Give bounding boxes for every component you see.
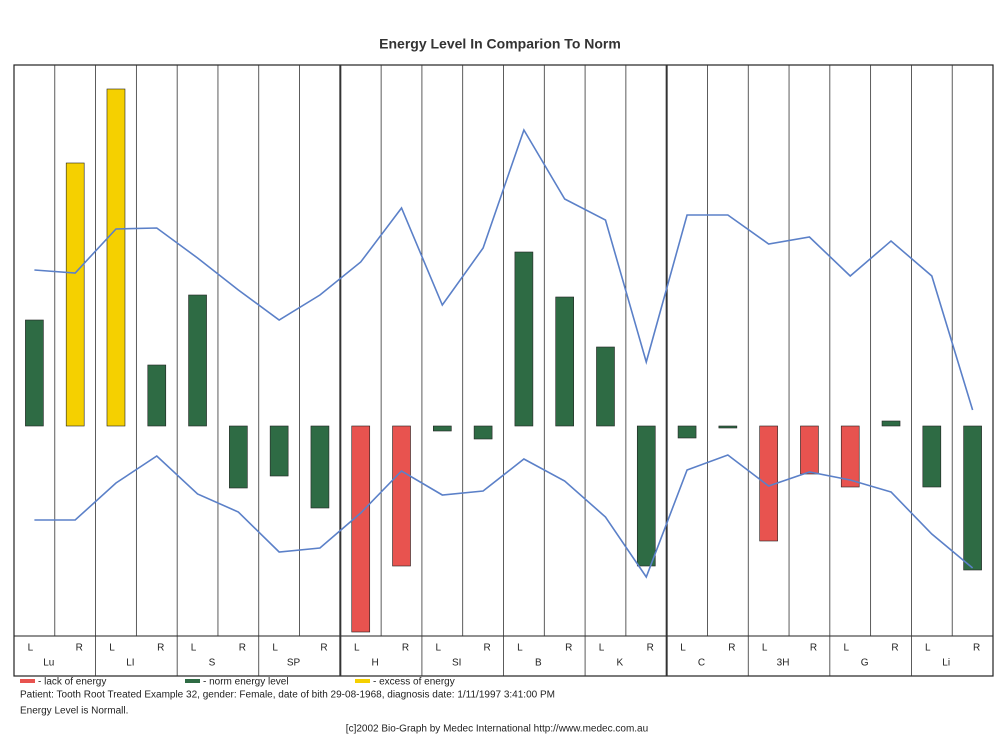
x-tick-label: L xyxy=(436,643,442,654)
group-label: K xyxy=(617,658,624,669)
legend-label: - lack of energy xyxy=(38,677,106,688)
x-tick-label: R xyxy=(320,643,327,654)
group-label: SI xyxy=(452,658,461,669)
x-tick-label: R xyxy=(157,643,164,654)
group-label: Li xyxy=(942,658,950,669)
x-tick-label: R xyxy=(483,643,490,654)
bar xyxy=(25,319,44,427)
bar xyxy=(188,294,207,427)
x-tick-label: R xyxy=(973,643,980,654)
bar xyxy=(229,425,248,489)
bar xyxy=(718,425,738,429)
group-label: S xyxy=(209,658,216,669)
bar xyxy=(310,425,330,509)
x-tick-label: R xyxy=(565,643,572,654)
x-tick-label: R xyxy=(402,643,409,654)
bar xyxy=(881,420,901,427)
legend-label: - excess of energy xyxy=(373,677,455,688)
group-label: B xyxy=(535,658,542,669)
energy-line xyxy=(34,128,974,411)
group-label: G xyxy=(861,658,869,669)
x-tick-label: L xyxy=(599,643,605,654)
bar xyxy=(106,88,126,427)
x-tick-label: L xyxy=(762,643,768,654)
footer: [c]2002 Bio-Graph by Medec International… xyxy=(346,724,648,735)
x-tick-label: L xyxy=(843,643,849,654)
bar xyxy=(677,425,697,439)
bar xyxy=(596,346,615,427)
group-label: 3H xyxy=(777,658,790,669)
x-tick-label: R xyxy=(647,643,654,654)
x-tick-label: L xyxy=(109,643,115,654)
group-label: SP xyxy=(287,658,301,669)
bar xyxy=(473,425,493,440)
x-tick-label: L xyxy=(680,643,686,654)
group-label: Lu xyxy=(43,658,54,669)
x-tick-label: R xyxy=(728,643,735,654)
bar xyxy=(514,251,534,427)
bar xyxy=(922,425,942,488)
bar xyxy=(840,425,860,488)
x-tick-label: L xyxy=(354,643,360,654)
bar xyxy=(147,364,167,427)
chart-title: Energy Level In Comparion To Norm xyxy=(379,36,621,52)
x-tick-label: R xyxy=(76,643,83,654)
legend-swatch xyxy=(185,679,200,683)
bar xyxy=(433,425,452,432)
bar xyxy=(636,425,656,567)
legend-swatch xyxy=(20,679,35,683)
group-label: C xyxy=(698,658,705,669)
group-label: H xyxy=(372,658,379,669)
bar xyxy=(65,162,85,427)
energy-line xyxy=(34,454,974,579)
x-tick-label: R xyxy=(239,643,246,654)
bar xyxy=(351,425,371,633)
summary: Energy Level is Normall. xyxy=(20,706,128,717)
x-tick-label: L xyxy=(191,643,197,654)
bar xyxy=(392,425,411,567)
x-tick-label: L xyxy=(28,643,34,654)
x-tick-label: L xyxy=(517,643,523,654)
patient-info: Patient: Tooth Root Treated Example 32, … xyxy=(20,690,555,701)
bar xyxy=(555,296,574,427)
group-label: LI xyxy=(126,658,134,669)
legend-swatch xyxy=(355,679,370,683)
bar xyxy=(963,425,982,571)
legend-label: - norm energy level xyxy=(203,677,289,688)
x-tick-label: L xyxy=(925,643,931,654)
x-tick-label: L xyxy=(272,643,278,654)
bar xyxy=(800,425,819,475)
x-tick-label: R xyxy=(891,643,898,654)
x-tick-label: R xyxy=(810,643,817,654)
bar xyxy=(269,425,289,477)
